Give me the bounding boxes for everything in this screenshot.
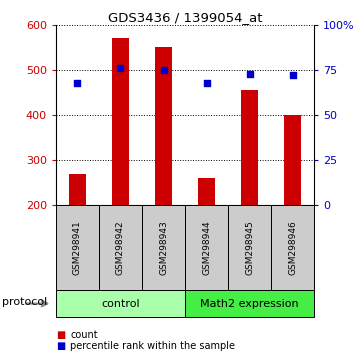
- Text: control: control: [101, 298, 140, 309]
- Bar: [185, 290, 314, 317]
- Bar: [228, 205, 271, 290]
- Point: [75, 80, 81, 85]
- Bar: [271, 205, 314, 290]
- Text: GSM298941: GSM298941: [73, 221, 82, 275]
- Bar: [112, 38, 129, 205]
- Bar: [69, 174, 86, 205]
- Text: GSM298946: GSM298946: [288, 221, 297, 275]
- Text: GSM298942: GSM298942: [116, 221, 125, 275]
- Text: protocol: protocol: [2, 297, 47, 307]
- Text: GSM298944: GSM298944: [202, 221, 211, 275]
- Bar: [99, 205, 142, 290]
- Text: GSM298943: GSM298943: [159, 221, 168, 275]
- Text: ■: ■: [56, 330, 65, 339]
- Point: [247, 71, 252, 76]
- Bar: [284, 115, 301, 205]
- Point: [161, 67, 166, 73]
- Bar: [56, 290, 185, 317]
- Bar: [241, 90, 258, 205]
- Bar: [155, 47, 172, 205]
- Title: GDS3436 / 1399054_at: GDS3436 / 1399054_at: [108, 11, 262, 24]
- Text: ■: ■: [56, 341, 65, 351]
- Point: [290, 73, 295, 78]
- Point: [204, 80, 209, 85]
- Text: count: count: [70, 330, 98, 339]
- Bar: [185, 205, 228, 290]
- Text: Math2 expression: Math2 expression: [200, 298, 299, 309]
- Bar: [56, 205, 99, 290]
- Text: percentile rank within the sample: percentile rank within the sample: [70, 341, 235, 351]
- Text: GSM298945: GSM298945: [245, 221, 254, 275]
- Bar: [198, 178, 215, 205]
- Bar: [142, 205, 185, 290]
- Point: [118, 65, 123, 71]
